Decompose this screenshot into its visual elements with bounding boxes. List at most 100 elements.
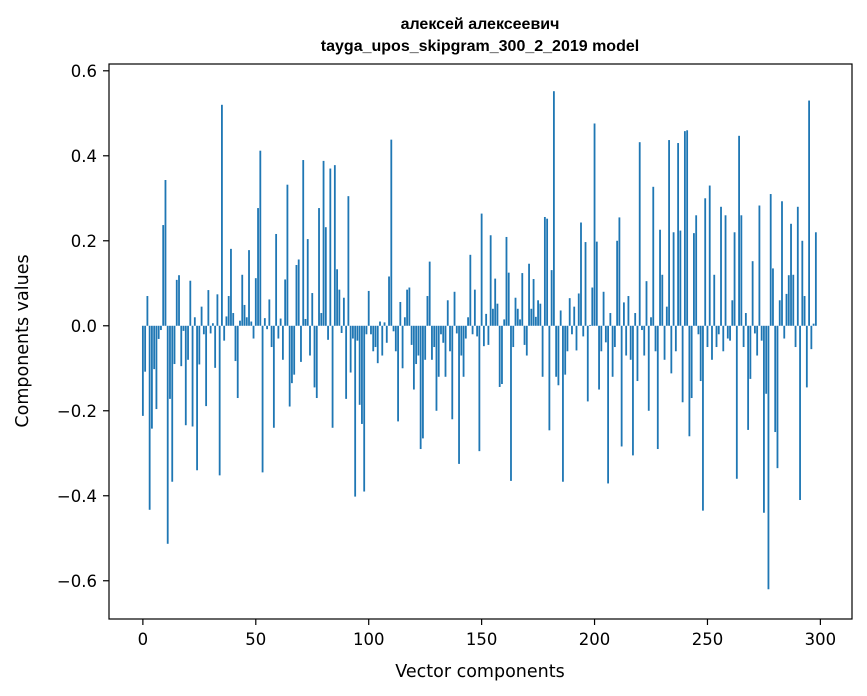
bar-225: [650, 317, 652, 326]
bar-53: [261, 325, 264, 473]
bar-74: [309, 325, 311, 356]
bar-289: [794, 325, 797, 348]
bar-193: [577, 293, 580, 326]
bar-274: [760, 325, 763, 341]
bar-273: [758, 205, 761, 326]
bar-280: [774, 325, 777, 433]
y-tick-label-5: 0.4: [71, 147, 97, 166]
bar-61: [279, 318, 282, 326]
bar-232: [665, 306, 668, 326]
bar-208: [611, 325, 614, 377]
bar-82: [327, 325, 329, 340]
bar-140: [458, 325, 460, 464]
bar-161: [505, 236, 508, 326]
bar-195: [582, 325, 585, 337]
bar-218: [634, 313, 637, 326]
bar-105: [379, 321, 381, 326]
bar-57: [270, 325, 273, 348]
bar-261: [731, 300, 734, 326]
bar-164: [512, 325, 515, 348]
bar-166: [516, 308, 519, 326]
bar-51: [257, 208, 259, 326]
x-axis-label: Vector components: [395, 662, 564, 682]
bar-206: [607, 325, 609, 484]
bar-142: [462, 325, 465, 377]
bar-17: [180, 325, 183, 367]
bar-49: [252, 325, 255, 339]
bar-287: [790, 223, 792, 326]
bar-153: [487, 325, 490, 345]
bar-265: [740, 215, 743, 326]
bar-233: [668, 140, 670, 326]
bar-35: [221, 104, 223, 326]
bar-271: [753, 325, 756, 334]
bar-238: [679, 230, 682, 326]
bar-54: [263, 318, 266, 326]
bar-205: [604, 325, 607, 343]
y-tick-label-3: 0.0: [71, 317, 97, 336]
bar-90: [345, 325, 348, 399]
bar-252: [711, 325, 713, 360]
bar-276: [765, 325, 768, 394]
bar-68: [295, 265, 298, 326]
bar-128: [431, 325, 433, 360]
bar-2: [146, 296, 149, 326]
plot-frame: [108, 63, 853, 620]
x-tick-label-300: 300: [805, 630, 837, 649]
bar-297: [812, 323, 815, 326]
bar-227: [654, 325, 657, 352]
bar-173: [532, 279, 535, 326]
bar-226: [652, 186, 655, 326]
bar-98: [363, 325, 366, 492]
bar-292: [801, 240, 804, 326]
bar-65: [288, 325, 291, 407]
bar-63: [284, 279, 287, 326]
bar-45: [243, 304, 246, 326]
bar-100: [367, 290, 370, 326]
bar-4: [151, 325, 153, 429]
x-tick-label-0: 0: [138, 630, 149, 649]
bar-77: [315, 325, 318, 399]
bar-72: [304, 318, 307, 326]
bar-97: [361, 325, 363, 424]
bar-231: [663, 325, 666, 360]
bar-255: [717, 325, 720, 335]
bar-264: [738, 135, 740, 326]
bar-21: [189, 280, 192, 326]
bar-42: [236, 325, 239, 399]
bar-7: [157, 325, 160, 339]
bar-223: [645, 281, 648, 326]
bar-125: [424, 325, 427, 360]
bar-192: [575, 325, 578, 351]
bar-62: [281, 325, 284, 360]
y-axis-label: Components values: [13, 254, 33, 427]
bar-71: [302, 160, 305, 326]
bars-group: [141, 91, 817, 590]
bar-122: [417, 325, 420, 356]
bar-286: [787, 275, 790, 326]
bar-26: [200, 306, 203, 326]
bar-295: [808, 100, 810, 326]
bar-266: [742, 325, 745, 348]
x-tick-label-200: 200: [579, 630, 611, 649]
bar-150: [480, 213, 483, 326]
bar-279: [772, 268, 774, 326]
bar-180: [548, 325, 551, 431]
bar-249: [704, 198, 707, 326]
bar-170: [525, 325, 528, 356]
bar-20: [187, 325, 189, 360]
bar-146: [471, 325, 474, 335]
bar-162: [507, 272, 510, 326]
bar-131: [437, 325, 440, 377]
bar-175: [537, 300, 539, 326]
bar-147: [473, 289, 476, 326]
bar-55: [266, 325, 268, 330]
bar-40: [232, 313, 235, 326]
bar-86: [336, 269, 338, 326]
x-tick-label-150: 150: [466, 630, 498, 649]
bar-83: [329, 168, 332, 326]
bar-234: [670, 325, 673, 374]
bar-70: [300, 325, 302, 362]
bar-254: [715, 325, 718, 348]
bar-184: [557, 325, 560, 386]
